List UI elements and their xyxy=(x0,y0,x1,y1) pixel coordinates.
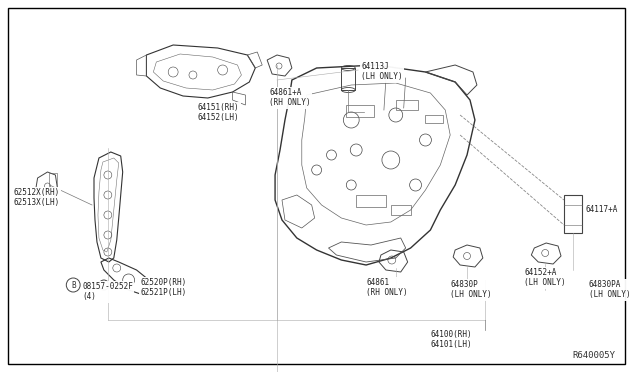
Text: 64113J
(LH ONLY): 64113J (LH ONLY) xyxy=(361,62,403,81)
Bar xyxy=(426,115,444,123)
Bar xyxy=(391,205,411,215)
Text: 64861
(RH ONLY): 64861 (RH ONLY) xyxy=(366,278,408,297)
Text: 62520P(RH)
62521P(LH): 62520P(RH) 62521P(LH) xyxy=(141,278,187,297)
Text: 64117+A: 64117+A xyxy=(586,205,618,214)
Text: 64830P
(LH ONLY): 64830P (LH ONLY) xyxy=(450,280,492,299)
Bar xyxy=(564,195,582,233)
Bar xyxy=(346,105,374,117)
Text: 62512X(RH)
62513X(LH): 62512X(RH) 62513X(LH) xyxy=(14,188,60,208)
Text: R640005Y: R640005Y xyxy=(572,351,616,360)
Text: 64151(RH)
64152(LH): 64151(RH) 64152(LH) xyxy=(198,103,239,122)
Bar xyxy=(49,173,58,187)
Text: B: B xyxy=(71,280,76,289)
Bar xyxy=(356,195,386,207)
Text: 64100(RH)
64101(LH): 64100(RH) 64101(LH) xyxy=(431,330,472,349)
Bar xyxy=(396,100,417,110)
Text: 08157-0252F
(4): 08157-0252F (4) xyxy=(82,282,133,301)
Text: 64152+A
(LH ONLY): 64152+A (LH ONLY) xyxy=(524,268,566,288)
Text: 64830PA
(LH ONLY): 64830PA (LH ONLY) xyxy=(589,280,630,299)
Bar xyxy=(341,68,355,90)
Text: 64861+A
(RH ONLY): 64861+A (RH ONLY) xyxy=(269,88,311,108)
